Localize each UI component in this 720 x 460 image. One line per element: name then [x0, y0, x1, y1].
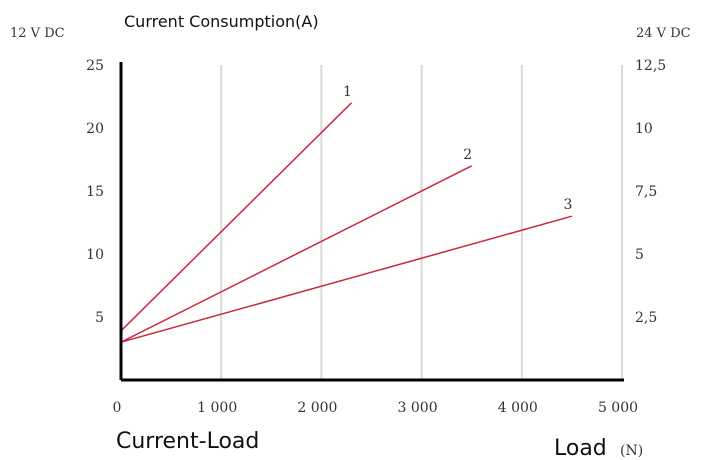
series-lines: [121, 103, 572, 342]
left-tick-label-1: 10: [86, 247, 104, 263]
x-tick-label-1: 1 000: [197, 400, 237, 416]
x-tick-label-3: 3 000: [398, 400, 438, 416]
series-line-2: [121, 166, 472, 342]
grid-lines: [221, 65, 622, 380]
right-tick-label-1: 5: [635, 247, 644, 263]
x-tick-label-5: 5 000: [598, 400, 638, 416]
x-tick-labels: 0 1 000 2 000 3 000 4 000 5 000: [113, 400, 639, 416]
series-label-3: 3: [563, 197, 572, 213]
x-axis-label: Load: [554, 436, 607, 460]
series-label-1: 1: [343, 84, 352, 100]
right-tick-label-0: 2,5: [635, 310, 657, 326]
series-line-1: [121, 103, 352, 331]
left-axis-unit: 12 V DC: [10, 26, 65, 41]
right-tick-labels: 2,5 5 7,5 10 12,5: [635, 58, 666, 326]
axes: [121, 62, 624, 380]
right-tick-label-2: 7,5: [635, 184, 657, 200]
series-labels: 1 2 3: [343, 84, 572, 213]
x-tick-label-4: 4 000: [498, 400, 538, 416]
x-axis-unit: (N): [620, 443, 643, 459]
left-tick-label-0: 5: [95, 310, 104, 326]
x-tick-label-2: 2 000: [297, 400, 337, 416]
left-tick-label-2: 15: [86, 184, 104, 200]
left-tick-labels: 5 10 15 20 25: [86, 58, 104, 326]
right-tick-label-3: 10: [635, 121, 653, 137]
series-line-3: [121, 216, 572, 342]
left-tick-label-3: 20: [86, 121, 104, 137]
right-axis-unit: 24 V DC: [636, 26, 691, 41]
x-tick-label-0: 0: [113, 400, 122, 416]
chart-caption: Current-Load: [116, 429, 259, 454]
chart-title: Current Consumption(A): [124, 12, 319, 31]
right-tick-label-4: 12,5: [635, 58, 666, 74]
left-tick-label-4: 25: [86, 58, 104, 74]
series-label-2: 2: [463, 147, 472, 163]
